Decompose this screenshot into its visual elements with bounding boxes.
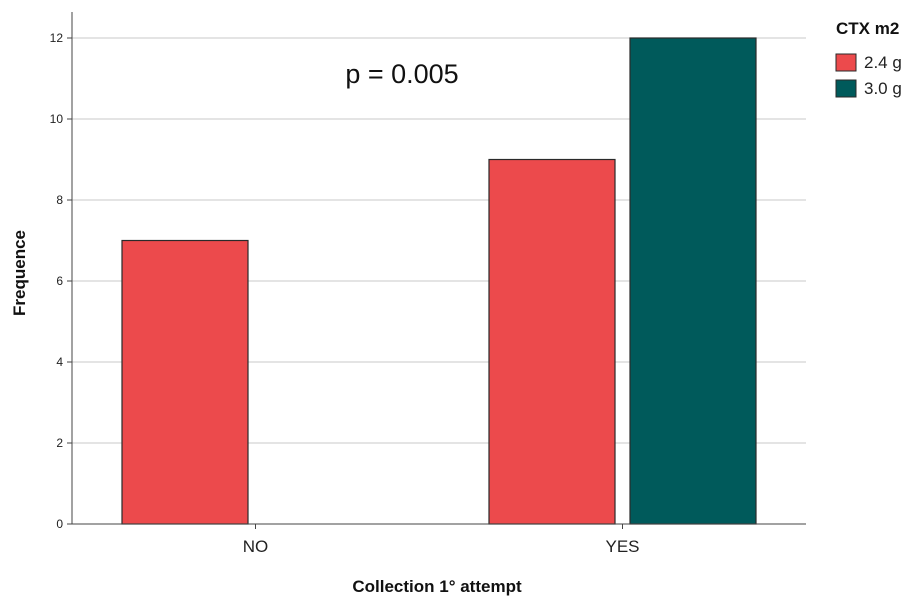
bar-yes-24g [488,158,616,525]
y-tick-label: 2 [56,436,63,450]
bars [121,37,757,525]
bar-yes-30g [629,37,757,525]
x-tick-label: YES [605,537,639,556]
y-tick-label: 4 [56,355,63,369]
p-value-annotation: p = 0.005 [345,59,458,89]
y-tick-label: 0 [56,517,63,531]
legend-title: CTX m2 [836,19,899,38]
y-tick-label: 8 [56,193,63,207]
y-tick-label: 12 [50,31,64,45]
y-axis-ticks: 0 2 4 6 8 10 12 [50,31,72,531]
legend: CTX m2 2.4 g 3.0 g [835,19,902,98]
y-axis-title: Frequence [10,230,29,316]
bar-no-24g [121,239,249,525]
x-axis-title: Collection 1° attempt [352,577,522,596]
legend-label: 2.4 g [864,53,902,72]
legend-swatch [835,79,857,98]
y-tick-label: 10 [50,112,64,126]
legend-label: 3.0 g [864,79,902,98]
x-axis-categories: NO YES [243,524,640,556]
legend-swatch [835,53,857,72]
y-tick-label: 6 [56,274,63,288]
x-tick-label: NO [243,537,269,556]
